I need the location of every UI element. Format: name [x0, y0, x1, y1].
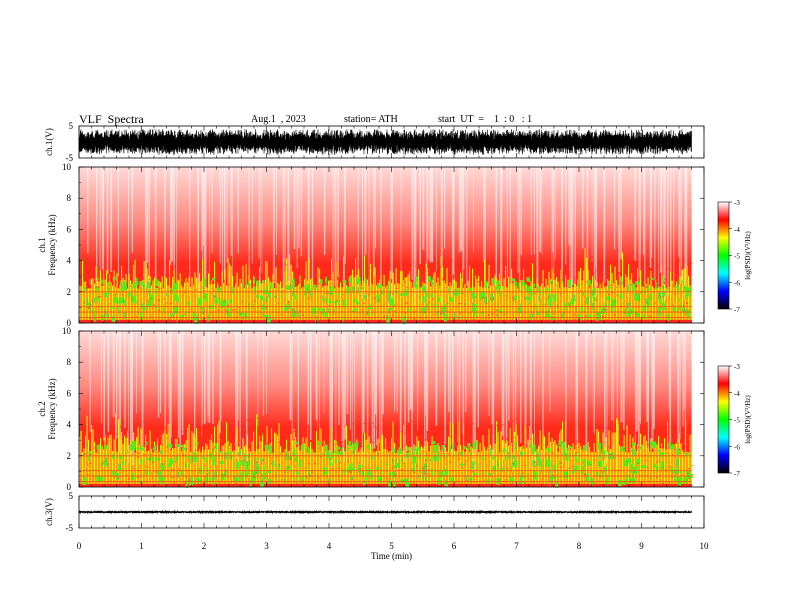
time-tick-label: 7	[514, 541, 519, 551]
ch2-spectrogram-colorbar-tick-label: -7	[734, 470, 740, 478]
ch1-spectrogram-ylabel-frequency: Frequency (kHz)	[47, 214, 57, 275]
ch1-waveform-trace	[78, 129, 692, 155]
ch1-spectrogram-ylabel-channel: ch.1	[37, 237, 47, 252]
ch2-spectrogram-ylabel-channel: ch.2	[37, 401, 47, 416]
ch1-spectrogram-colorbar-tick-label: -4	[734, 226, 740, 234]
figure-title: VLF Spectra	[79, 112, 144, 126]
ch2-spectrogram-colorbar-tick-label: -5	[734, 417, 740, 425]
time-tick-label: 5	[389, 541, 394, 551]
time-tick-label: 8	[577, 541, 582, 551]
ch1-spectrogram-colorbar-tick-label: -7	[734, 306, 740, 314]
ch2-spectrogram-ytick-label: 0	[67, 482, 72, 492]
ch1-spectrogram-colorbar	[717, 201, 730, 310]
time-tick-label: 3	[264, 541, 269, 551]
station-label: station= ATH	[344, 114, 398, 125]
ch1-spectrogram-ytick-label: 0	[67, 318, 72, 328]
ch1-spectrogram-ytick-label: 10	[62, 162, 72, 172]
ch3-waveform-trace	[78, 509, 692, 515]
ch1-spectrogram-white-streaks	[87, 167, 692, 308]
ch1-spectrogram-ytick-label: 2	[67, 287, 72, 297]
ch2-spectrogram-colorbar-tick-label: -4	[734, 390, 740, 398]
time-tick-label: 4	[327, 541, 332, 551]
ch1-waveform-ytick-top: 5	[69, 121, 74, 131]
ch1-waveform-ytick-bottom: -5	[66, 153, 74, 163]
ch1-spectrogram-colorbar-tick-label: -3	[734, 199, 740, 207]
ch2-spectrogram-colorbar-tick-label: -6	[734, 443, 740, 451]
ch1-spectrogram-colorbar-tick-label: -6	[734, 279, 740, 287]
ch1-spectrogram-green-patches	[84, 276, 692, 324]
ch2-spectrogram-ytick-label: 10	[62, 326, 72, 336]
ch2-spectrogram-ytick-label: 8	[67, 357, 72, 367]
ch3-waveform-panel: 5 -5 ch.3(V)	[44, 491, 705, 533]
time-tick-label: 9	[639, 541, 644, 551]
ch2-spectrogram-ytick-label: 4	[67, 420, 72, 430]
ch1-spectrogram-ytick-label: 8	[67, 193, 72, 203]
ch2-spectrogram-yellow-activity	[79, 413, 693, 484]
ch1-waveform-ylabel: ch.1(V)	[44, 128, 54, 156]
time-tick-label: 0	[77, 541, 82, 551]
time-tick-label: 2	[202, 541, 207, 551]
start-time-label: start UT = 1 : 0 : 1	[438, 114, 533, 125]
ch1-spectrogram-ytick-label: 6	[67, 224, 72, 234]
ch1-spectrogram-ytick-label: 4	[67, 256, 72, 266]
ch2-spectrogram-colorbar-label: log(PSD)(V²/Hz)	[744, 395, 752, 444]
ch2-spectrogram-colorbar-tick-label: -3	[734, 363, 740, 371]
ch2-spectrogram-white-streaks	[89, 331, 686, 471]
ch3-waveform-ytick-top: 5	[69, 491, 74, 501]
ch1-spectrogram-colorbar-label: log(PSD)(V²/Hz)	[744, 231, 752, 280]
date-label: Aug.1 , 2023	[251, 114, 306, 125]
ch1-spectrogram-red-speckle	[81, 253, 693, 325]
time-axis: 0 1 2 3 4 5 6 7 8 9 10 Time (min)	[77, 541, 709, 561]
ch3-waveform-ylabel: ch.3(V)	[44, 498, 54, 526]
ch1-spectrogram-colorbar-tick-label: -5	[734, 253, 740, 261]
time-tick-label: 6	[452, 541, 457, 551]
ch3-waveform-ytick-bottom: -5	[66, 523, 74, 533]
ch1-waveform-panel: 5 -5 ch.1(V)	[44, 121, 705, 163]
time-axis-label: Time (min)	[371, 551, 412, 561]
ch2-spectrogram-colorbar	[717, 365, 730, 474]
ch2-spectrogram-green-patches	[82, 440, 693, 489]
ch2-spectrogram-panel: 0 2 4 6 8 10 ch.2 Frequency (kHz) -3 -4 -5 -6 -7 log(…	[37, 326, 752, 492]
ch2-spectrogram-ytick-label: 6	[67, 388, 72, 398]
ch2-spectrogram-ylabel-frequency: Frequency (kHz)	[47, 378, 57, 439]
time-tick-label: 10	[700, 541, 710, 551]
ch1-spectrogram-panel: 0 2 4 6 8 10 ch.1 Frequency (kHz) -3 -4 -5 -6 -7 log(…	[37, 162, 752, 328]
time-tick-label: 1	[139, 541, 144, 551]
ch2-spectrogram-ytick-label: 2	[67, 451, 72, 461]
